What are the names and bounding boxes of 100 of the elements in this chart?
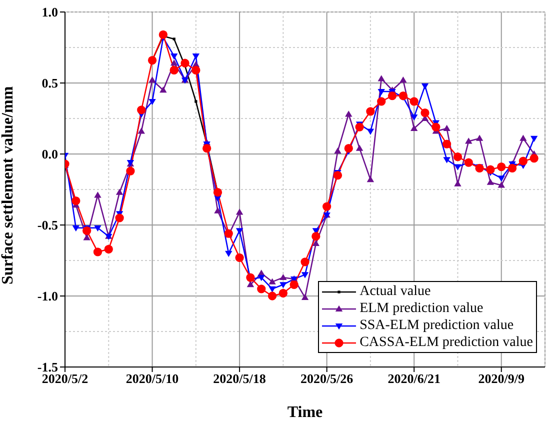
point (214, 207, 222, 214)
point (453, 152, 462, 162)
y-axis-title: Surface settlement value/mm (0, 86, 17, 284)
point (312, 232, 320, 241)
point (225, 250, 232, 257)
y-tick-label: 0.0 (42, 146, 58, 162)
point (345, 110, 352, 117)
point (170, 60, 178, 66)
point (82, 226, 92, 235)
point (366, 107, 375, 116)
point (148, 98, 156, 106)
point (268, 292, 277, 300)
point (377, 97, 386, 106)
point (160, 86, 167, 93)
legend-label: CASSA-ELM prediction value (360, 334, 533, 351)
point (498, 176, 505, 182)
point (530, 154, 538, 163)
point (290, 280, 298, 289)
point (520, 134, 527, 141)
point (508, 164, 517, 173)
point (454, 180, 462, 186)
point (366, 128, 374, 135)
point (137, 106, 146, 114)
point (93, 248, 102, 256)
point (420, 108, 430, 118)
y-tick-label: -1.0 (37, 288, 58, 304)
point (378, 89, 385, 96)
point (268, 286, 276, 292)
point (116, 188, 124, 195)
point (278, 288, 288, 298)
point (257, 284, 266, 294)
point (236, 208, 244, 215)
point (378, 75, 385, 82)
x-tick-label: 2020/9/9 (478, 371, 525, 386)
point (355, 122, 364, 132)
point (442, 140, 452, 148)
point (486, 165, 495, 174)
point (148, 56, 157, 65)
point (366, 176, 374, 182)
point (312, 240, 320, 246)
point (300, 258, 310, 266)
point (322, 202, 332, 211)
point (94, 225, 102, 232)
point (518, 156, 528, 166)
point (301, 272, 309, 278)
point (170, 54, 178, 60)
point (280, 274, 287, 280)
point (410, 114, 418, 121)
point (476, 134, 484, 141)
point (530, 136, 538, 142)
point (180, 58, 190, 68)
point (301, 294, 309, 300)
point (246, 281, 254, 288)
legend-label: Actual value (360, 283, 431, 300)
point (410, 97, 418, 106)
point (475, 164, 484, 173)
point (202, 144, 212, 153)
point (94, 192, 102, 198)
point (280, 282, 287, 288)
x-tick-label: 2020/5/26 (300, 371, 354, 386)
point (192, 54, 200, 60)
point (344, 144, 353, 153)
point (236, 228, 244, 234)
legend-label: ELM prediction value (360, 300, 484, 317)
point (83, 234, 90, 240)
point (497, 162, 506, 172)
point (443, 157, 450, 164)
point (333, 170, 342, 180)
y-tick-label: -0.5 (37, 218, 58, 233)
point (398, 91, 408, 100)
point (400, 76, 407, 83)
y-tick-label: 0.5 (42, 76, 58, 91)
point (388, 91, 397, 100)
point (138, 128, 145, 134)
point (268, 278, 276, 284)
point (465, 138, 472, 144)
point (258, 275, 265, 282)
point (126, 166, 135, 176)
point (498, 182, 505, 188)
point (104, 244, 113, 254)
point (454, 164, 462, 170)
x-axis-title: Time (287, 404, 323, 421)
point (432, 122, 440, 132)
point (486, 178, 494, 185)
x-tick-label: 2020/5/18 (213, 371, 266, 386)
x-tick-label: 2020/6/21 (388, 371, 440, 386)
point (246, 273, 255, 282)
point (235, 253, 244, 262)
point (148, 76, 156, 83)
y-tick-label: 1.0 (42, 4, 58, 20)
point (213, 188, 222, 197)
point (72, 196, 80, 206)
point (334, 148, 342, 154)
point (443, 124, 450, 131)
point (410, 124, 418, 131)
point (72, 225, 80, 232)
legend-label: SSA-ELM prediction value (360, 317, 514, 334)
point (170, 66, 178, 75)
point (192, 66, 200, 75)
point (421, 83, 429, 90)
